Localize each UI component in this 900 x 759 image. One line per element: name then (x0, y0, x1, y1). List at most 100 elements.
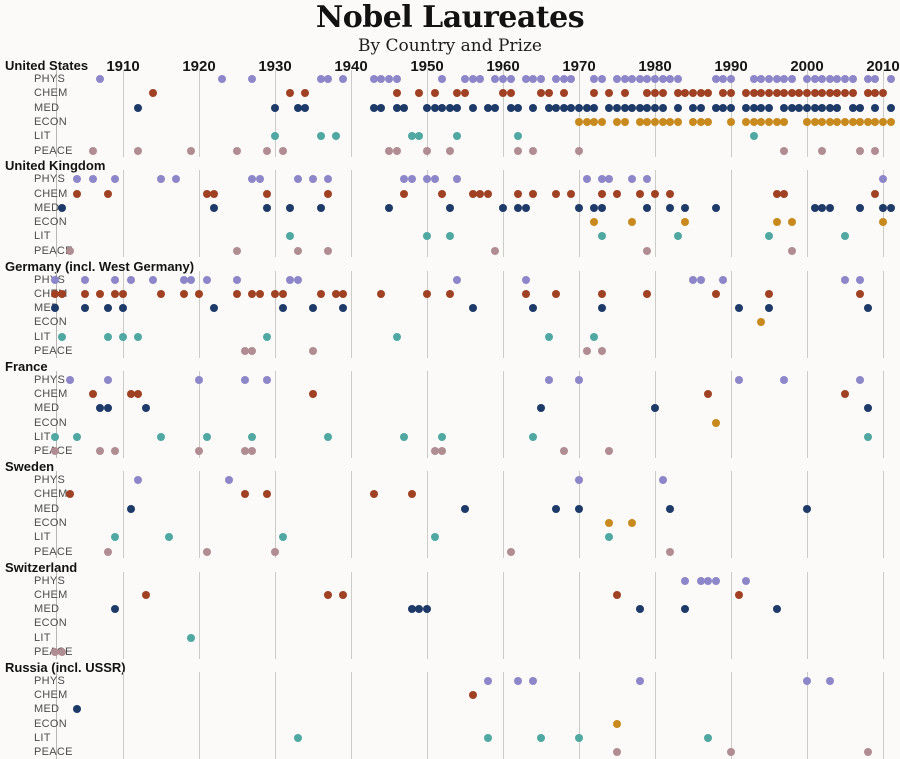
laureate-dot (886, 103, 895, 112)
laureate-dot (552, 289, 561, 298)
laureate-dot (666, 547, 675, 556)
laureate-dot (567, 103, 576, 112)
axis-year-label-1960: 1960 (486, 58, 520, 75)
laureate-dot (309, 304, 317, 313)
laureate-dot (58, 203, 67, 212)
laureate-dot (263, 332, 272, 341)
laureate-dot (696, 103, 705, 112)
row-label-peace: PEACE (34, 244, 73, 257)
laureate-dot (628, 103, 637, 112)
laureate-dot (886, 75, 895, 83)
axis-year-label-1910: 1910 (106, 58, 140, 75)
decade-gridline-2000 (807, 471, 808, 559)
laureate-dot (658, 117, 667, 126)
laureate-dot (704, 733, 713, 742)
laureate-dot (559, 103, 568, 112)
decade-gridline-1960 (503, 170, 504, 258)
laureate-dot (529, 75, 538, 83)
laureate-dot (187, 275, 196, 284)
laureate-dot (111, 289, 120, 298)
laureate-dot (81, 275, 89, 284)
laureate-dot (255, 175, 264, 184)
decade-gridline-1950 (427, 571, 428, 659)
decade-gridline-1910 (123, 170, 124, 258)
laureate-dot (111, 175, 120, 184)
laureate-dot (605, 519, 614, 528)
laureate-dot (749, 132, 758, 141)
laureate-dot (240, 447, 249, 456)
laureate-dot (643, 203, 652, 212)
laureate-dot (88, 175, 97, 184)
laureate-dot (787, 89, 796, 98)
laureate-dot (339, 304, 348, 313)
axis-year-label-1980: 1980 (638, 58, 672, 75)
laureate-dot (103, 304, 112, 313)
laureate-dot (749, 103, 758, 112)
laureate-dot (552, 504, 561, 513)
laureate-dot (468, 691, 477, 700)
axis-year-label-1990: 1990 (714, 58, 748, 75)
laureate-dot (324, 75, 333, 83)
y-axis-line (56, 170, 57, 258)
row-label-chem: CHEM (34, 689, 68, 702)
laureate-dot (658, 103, 667, 112)
laureate-dot (643, 246, 652, 255)
laureate-dot (848, 75, 857, 83)
laureate-dot (423, 175, 431, 184)
laureate-dot (658, 476, 667, 485)
laureate-dot (666, 203, 675, 212)
laureate-dot (810, 117, 819, 126)
row-label-lit: LIT (34, 731, 51, 744)
decade-gridline-1920 (199, 270, 200, 358)
decade-gridline-1940 (351, 671, 352, 759)
laureate-dot (506, 89, 515, 98)
laureate-dot (795, 89, 804, 98)
laureate-dot (620, 103, 629, 112)
laureate-dot (666, 117, 675, 126)
laureate-dot (126, 390, 135, 399)
laureate-dot (673, 103, 682, 112)
laureate-dot (58, 648, 67, 656)
decade-gridline-1960 (503, 671, 504, 759)
laureate-dot (293, 175, 302, 184)
laureate-dot (50, 304, 59, 313)
laureate-dot (841, 390, 849, 399)
laureate-dot (635, 189, 644, 198)
laureate-dot (248, 75, 257, 83)
decade-gridline-1910 (123, 70, 124, 157)
laureate-dot (445, 203, 454, 212)
laureate-dot (575, 476, 583, 485)
laureate-dot (514, 676, 523, 685)
laureate-dot (248, 447, 257, 456)
laureate-dot (780, 103, 789, 112)
laureate-dot (651, 404, 659, 413)
country-header: Sweden (5, 459, 55, 475)
laureate-dot (103, 547, 112, 556)
decade-gridline-2000 (807, 70, 808, 157)
laureate-dot (856, 275, 865, 284)
laureate-dot (537, 733, 545, 742)
laureate-dot (202, 547, 211, 556)
laureate-dot (635, 103, 644, 112)
laureate-dot (529, 676, 538, 685)
row-label-chem: CHEM (34, 588, 68, 601)
laureate-dot (438, 189, 447, 198)
decade-gridline-1960 (503, 370, 504, 458)
laureate-dot (742, 576, 751, 585)
row-label-phys: PHYS (34, 373, 66, 386)
laureate-dot (103, 404, 112, 413)
laureate-dot (833, 117, 842, 126)
laureate-dot (711, 203, 720, 212)
laureate-dot (863, 404, 872, 413)
laureate-dot (377, 75, 386, 83)
laureate-dot (202, 433, 211, 442)
laureate-dot (818, 75, 827, 83)
laureate-dot (81, 304, 89, 313)
laureate-dot (613, 590, 621, 599)
laureate-dot (316, 132, 325, 141)
laureate-dot (240, 490, 249, 499)
decade-gridline-1950 (427, 471, 428, 559)
laureate-dot (65, 246, 74, 255)
decade-gridline-2010 (883, 471, 884, 559)
country-section-united-states: United States PHYS CHEM MED ECON LIT PEACE (0, 57, 900, 157)
